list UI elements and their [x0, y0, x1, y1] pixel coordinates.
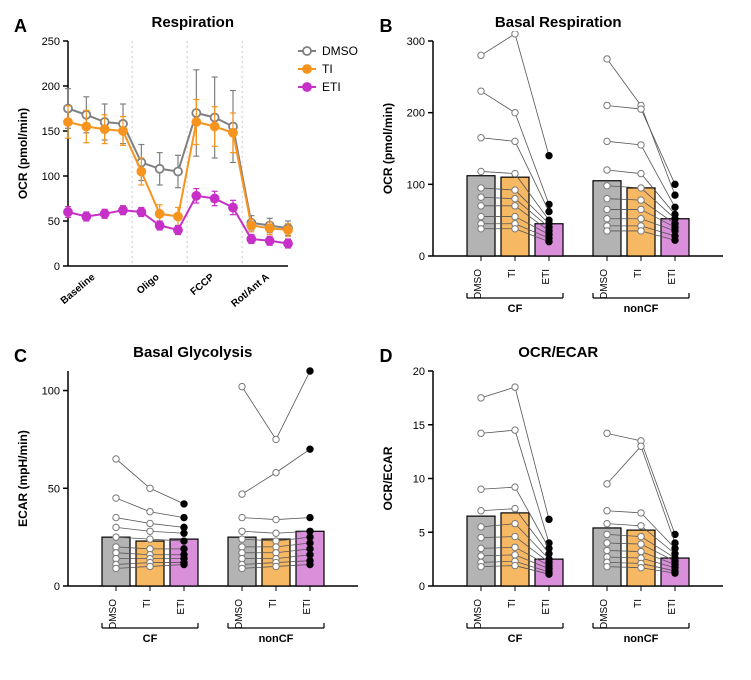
panel-b-svg: 0 100 200 300 OCR (pmol/min) DMSO TI ETI CF DMSO T… [378, 31, 738, 331]
svg-text:50: 50 [48, 483, 60, 495]
svg-text:0: 0 [54, 261, 60, 273]
panel-a-label: A [14, 16, 27, 37]
svg-text:nonCF: nonCF [624, 633, 659, 645]
svg-text:DMSO: DMSO [599, 599, 610, 629]
svg-text:TI: TI [507, 599, 518, 608]
panel-c-label: C [14, 346, 27, 367]
svg-text:CF: CF [508, 303, 523, 315]
svg-text:300: 300 [407, 36, 425, 48]
svg-text:DMSO: DMSO [108, 599, 119, 629]
svg-text:TI: TI [268, 599, 279, 608]
svg-text:CF: CF [508, 633, 523, 645]
panel-d: D OCR/ECAR 0 5 10 15 20 OCR/ECAR DMSO TI ETI CF DM… [376, 340, 742, 670]
svg-text:TI: TI [633, 269, 644, 278]
svg-text:250: 250 [41, 36, 59, 48]
svg-text:10: 10 [413, 474, 425, 486]
svg-text:DMSO: DMSO [473, 269, 484, 299]
svg-text:5: 5 [419, 527, 425, 539]
svg-text:20: 20 [413, 366, 425, 378]
svg-text:ETI: ETI [541, 599, 552, 615]
svg-text:OCR (pmol/min): OCR (pmol/min) [381, 103, 395, 194]
svg-text:100: 100 [41, 386, 59, 398]
svg-text:DMSO: DMSO [322, 44, 358, 58]
svg-text:OCR/ECAR: OCR/ECAR [381, 446, 395, 510]
svg-text:FCCP: FCCP [188, 272, 216, 298]
svg-text:CF: CF [142, 633, 157, 645]
svg-text:TI: TI [633, 599, 644, 608]
svg-text:TI: TI [507, 269, 518, 278]
svg-text:TI: TI [322, 62, 333, 76]
panel-d-label: D [380, 346, 393, 367]
svg-text:0: 0 [419, 251, 425, 263]
svg-text:Rot/Ant A: Rot/Ant A [229, 272, 271, 310]
panel-b: B Basal Respiration 0 100 200 300 OCR (pmol/… [376, 10, 742, 340]
panel-d-title: OCR/ECAR [376, 344, 742, 361]
svg-text:150: 150 [41, 126, 59, 138]
svg-text:200: 200 [41, 81, 59, 93]
panel-a-svg: 0 50 100 150 200 250 OCR (pmol/min) Baseline Oli… [13, 31, 373, 331]
panel-a: A Respiration 0 50 100 150 200 250 OCR (pmol/m… [10, 10, 376, 340]
svg-text:OCR (pmol/min): OCR (pmol/min) [16, 108, 30, 199]
svg-text:ECAR (mpH/min): ECAR (mpH/min) [16, 430, 30, 527]
svg-text:DMSO: DMSO [234, 599, 245, 629]
svg-text:Oligo: Oligo [135, 272, 162, 297]
svg-text:200: 200 [407, 108, 425, 120]
svg-text:ETI: ETI [322, 80, 341, 94]
figure-grid: A Respiration 050100150200250OCR (pmol/m… [10, 10, 741, 670]
svg-text:ETI: ETI [667, 269, 678, 285]
svg-text:100: 100 [407, 179, 425, 191]
svg-text:50: 50 [48, 216, 60, 228]
svg-text:ETI: ETI [302, 599, 313, 615]
svg-text:0: 0 [54, 581, 60, 593]
panel-b-label: B [380, 16, 393, 37]
panel-b-title: Basal Respiration [376, 14, 742, 31]
svg-text:0: 0 [419, 581, 425, 593]
panel-c-title: Basal Glycolysis [10, 344, 376, 361]
svg-text:nonCF: nonCF [258, 633, 293, 645]
panel-a-title: Respiration [10, 14, 376, 31]
svg-text:nonCF: nonCF [624, 303, 659, 315]
svg-text:DMSO: DMSO [599, 269, 610, 299]
svg-text:ETI: ETI [667, 599, 678, 615]
svg-text:ETI: ETI [176, 599, 187, 615]
panel-c: C Basal Glycolysis 0 50 100 ECAR (mpH/min) D… [10, 340, 376, 670]
svg-text:DMSO: DMSO [473, 599, 484, 629]
panel-d-svg: 0 5 10 15 20 OCR/ECAR DMSO TI ETI CF DMSO TI ETI nonC… [378, 361, 738, 661]
svg-text:Baseline: Baseline [59, 272, 98, 307]
svg-text:ETI: ETI [541, 269, 552, 285]
svg-text:TI: TI [142, 599, 153, 608]
svg-text:15: 15 [413, 420, 425, 432]
svg-text:100: 100 [41, 171, 59, 183]
panel-c-svg: 0 50 100 ECAR (mpH/min) DMSO TI ETI CF DMSO TI ETI… [13, 361, 373, 661]
